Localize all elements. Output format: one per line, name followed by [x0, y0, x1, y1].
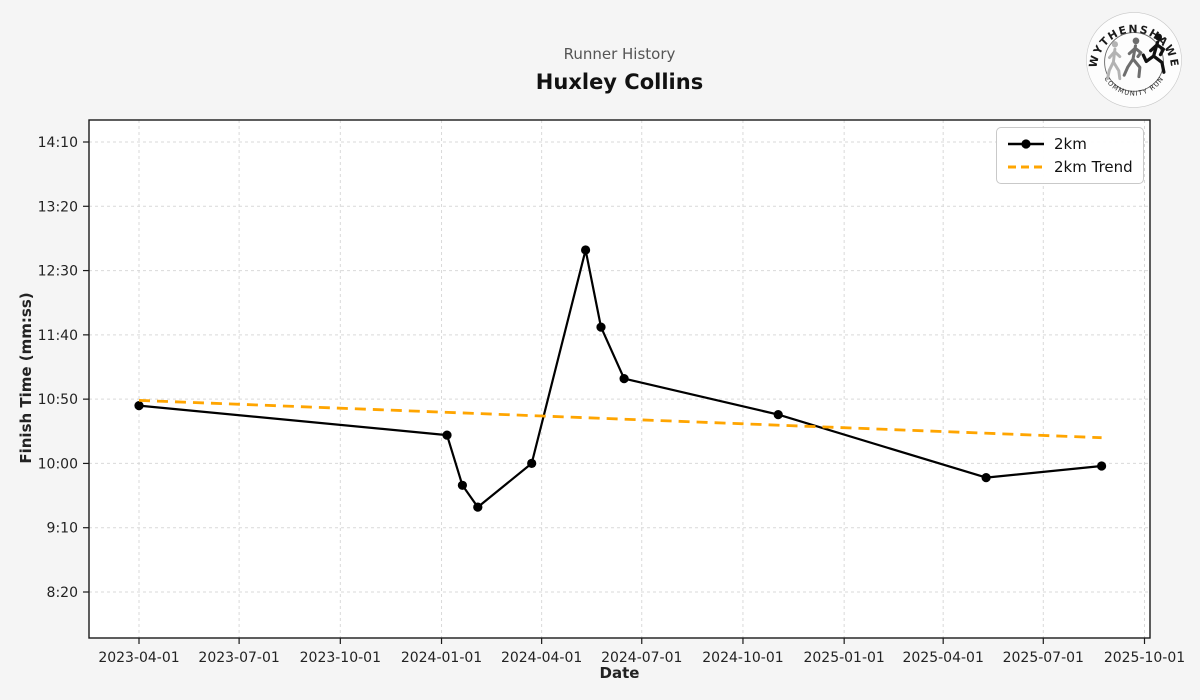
data-point	[442, 430, 452, 440]
data-point	[596, 322, 606, 332]
y-tick-label: 11:40	[38, 328, 78, 344]
runner-icon	[1141, 33, 1166, 74]
x-tick-label: 2024-10-01	[702, 650, 783, 666]
chart-subtitle: Runner History	[563, 45, 676, 63]
x-tick-label: 2024-01-01	[401, 650, 482, 666]
y-tick-label: 8:20	[47, 585, 78, 601]
chart-title: Huxley Collins	[535, 70, 704, 94]
y-tick-label: 10:00	[38, 456, 78, 472]
legend-line-sample-icon	[1008, 139, 1044, 149]
x-tick-label: 2025-10-01	[1104, 650, 1185, 666]
runner-icon	[1122, 37, 1143, 79]
data-point	[619, 374, 629, 384]
y-tick-label: 12:30	[38, 264, 78, 280]
data-point	[134, 401, 144, 411]
legend-dashed-sample-icon	[1008, 165, 1044, 169]
x-axis-label: Date	[599, 664, 640, 682]
data-point	[773, 410, 783, 420]
data-point	[473, 502, 483, 512]
legend: 2km 2km Trend	[996, 127, 1144, 184]
x-tick-label: 2024-07-01	[601, 650, 682, 666]
y-tick-label: 13:20	[38, 199, 78, 215]
data-point	[981, 473, 991, 483]
x-tick-label: 2024-04-01	[501, 650, 582, 666]
plot-frame	[88, 119, 1151, 639]
legend-entry-2km: 2km	[1007, 135, 1133, 153]
y-tick-label: 10:50	[38, 392, 78, 408]
legend-label: 2km	[1054, 135, 1087, 153]
x-tick-label: 2023-07-01	[198, 650, 279, 666]
data-point	[1097, 461, 1107, 471]
runner-icon	[1106, 41, 1122, 81]
club-logo: WYTHENSHAWE COMMUNITY RUN	[1086, 12, 1182, 108]
y-tick-label: 14:10	[38, 135, 78, 151]
series-line-2km-trend	[138, 399, 1102, 440]
legend-label: 2km Trend	[1054, 158, 1133, 176]
x-tick-label: 2025-04-01	[902, 650, 983, 666]
x-tick-label: 2023-10-01	[300, 650, 381, 666]
data-point	[581, 245, 591, 255]
data-point	[527, 458, 537, 468]
y-tick-label: 9:10	[47, 521, 78, 537]
legend-entry-2km-trend: 2km Trend	[1007, 158, 1133, 176]
x-tick-label: 2025-01-01	[803, 650, 884, 666]
data-point	[457, 480, 467, 490]
y-axis-label: Finish Time (mm:ss)	[17, 292, 35, 464]
x-tick-label: 2025-07-01	[1003, 650, 1084, 666]
plot-area	[89, 120, 1150, 638]
x-tick-label: 2023-04-01	[98, 650, 179, 666]
